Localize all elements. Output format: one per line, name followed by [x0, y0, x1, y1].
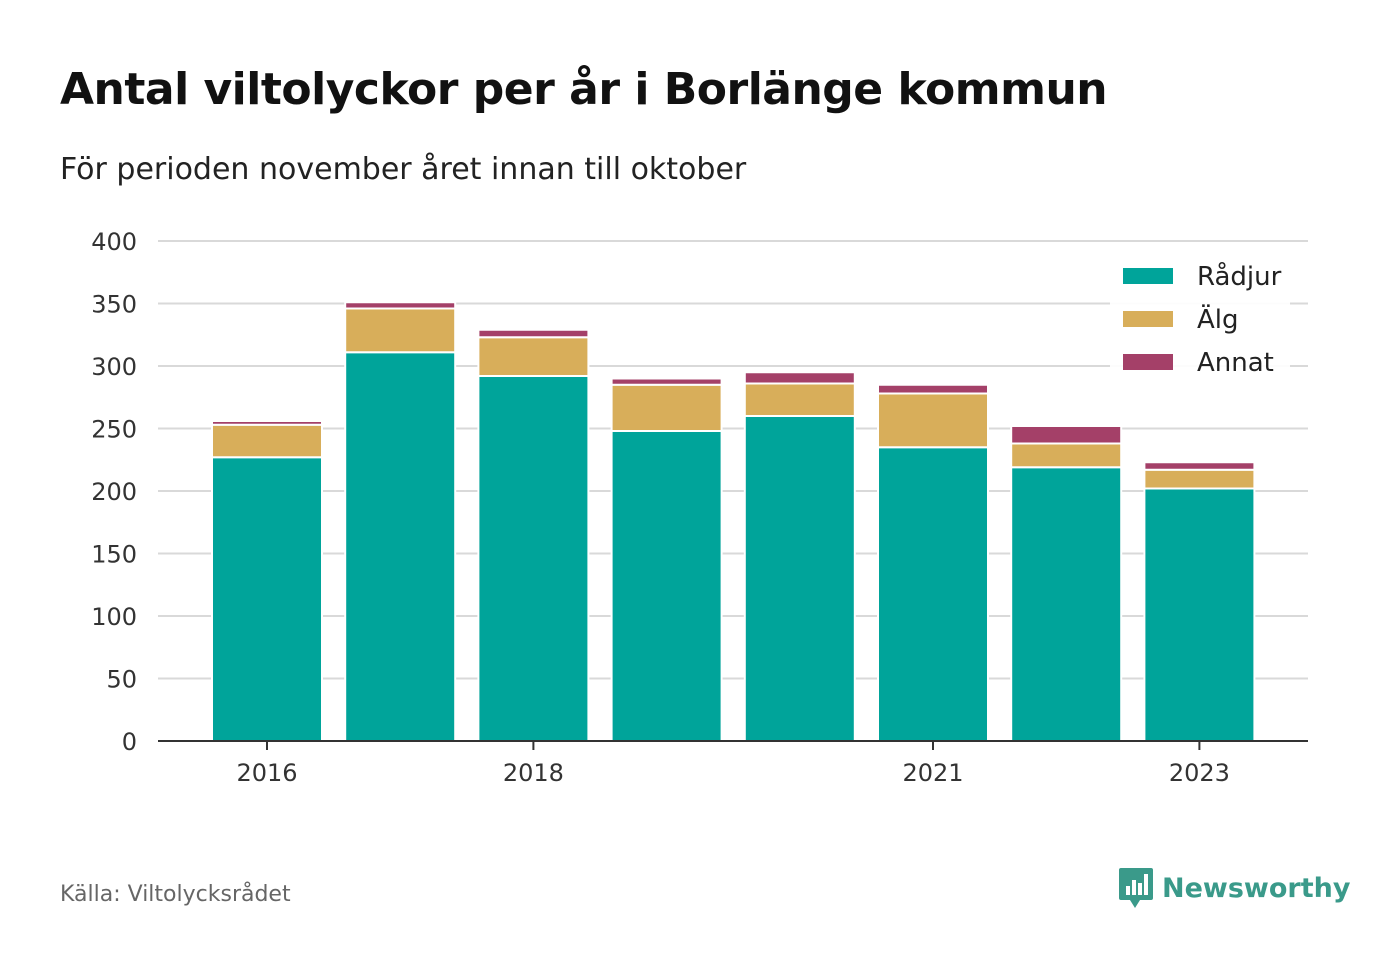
x-tick-label: 2016 — [236, 759, 297, 787]
bar-segment-annat-2023 — [1143, 461, 1256, 471]
bar-segment-annat-2017 — [344, 301, 457, 310]
legend-swatch — [1123, 268, 1173, 284]
y-tick-label: 400 — [91, 228, 137, 256]
y-tick-label: 0 — [122, 728, 137, 756]
bar-segment-r-djur-2023 — [1143, 487, 1256, 742]
chart-title: Antal viltolyckor per år i Borlänge komm… — [60, 64, 1108, 115]
legend-label: Älg — [1197, 303, 1239, 335]
legend-label: Rådjur — [1197, 261, 1282, 292]
source-note: Källa: Viltolycksrådet — [60, 882, 291, 907]
y-tick-label: 350 — [91, 291, 137, 319]
bar-segment-annat-2022 — [1010, 425, 1123, 445]
bar-segment--lg-2018 — [477, 336, 590, 377]
x-axis: 2016 2018 2021 2023 — [158, 740, 1308, 787]
bars — [211, 301, 1256, 742]
bar-segment--lg-2019 — [610, 383, 723, 432]
bar-segment-r-djur-2021 — [877, 446, 989, 742]
bar-segment--lg-2020 — [743, 382, 856, 417]
bar-segment--lg-2021 — [877, 392, 989, 449]
legend-label: Annat — [1197, 348, 1274, 378]
legend-swatch — [1123, 354, 1173, 370]
y-tick-label: 100 — [91, 603, 137, 631]
chart-subtitle: För perioden november året innan till ok… — [60, 152, 747, 187]
newsworthy-icon — [1119, 868, 1153, 908]
bar-segment--lg-2022 — [1010, 442, 1123, 469]
y-tick-label: 150 — [91, 541, 137, 569]
bar-segment-r-djur-2019 — [610, 430, 723, 742]
bar-segment-r-djur-2018 — [477, 375, 590, 742]
bar-segment-annat-2016 — [211, 420, 323, 426]
y-tick-label: 300 — [91, 353, 137, 381]
y-tick-label: 250 — [91, 416, 137, 444]
bar-segment-r-djur-2016 — [211, 456, 323, 742]
legend-swatch — [1123, 311, 1173, 327]
bar-segment-r-djur-2017 — [344, 351, 457, 742]
y-tick-label: 50 — [106, 666, 137, 694]
bar-segment-annat-2021 — [877, 383, 989, 395]
bar-segment-r-djur-2022 — [1010, 466, 1123, 742]
bar-segment-annat-2019 — [610, 377, 723, 386]
x-tick-label: 2021 — [902, 759, 963, 787]
x-tick-label: 2018 — [503, 759, 564, 787]
bar-segment--lg-2017 — [344, 307, 457, 354]
bar-segment-annat-2018 — [477, 328, 590, 339]
brand-logo: Newsworthy — [1118, 866, 1350, 910]
bar-segment-r-djur-2020 — [743, 415, 856, 742]
y-tick-label: 200 — [91, 478, 137, 506]
y-axis-labels: 0 50 100 150 200 250 300 350 400 — [91, 228, 137, 756]
bar-segment-annat-2020 — [743, 371, 856, 385]
bar-segment--lg-2023 — [1143, 468, 1256, 490]
bar-segment--lg-2016 — [211, 423, 323, 459]
brand-name: Newsworthy — [1162, 872, 1351, 904]
x-tick-label: 2023 — [1169, 759, 1230, 787]
legend: Rådjur Älg Annat — [1110, 252, 1290, 378]
